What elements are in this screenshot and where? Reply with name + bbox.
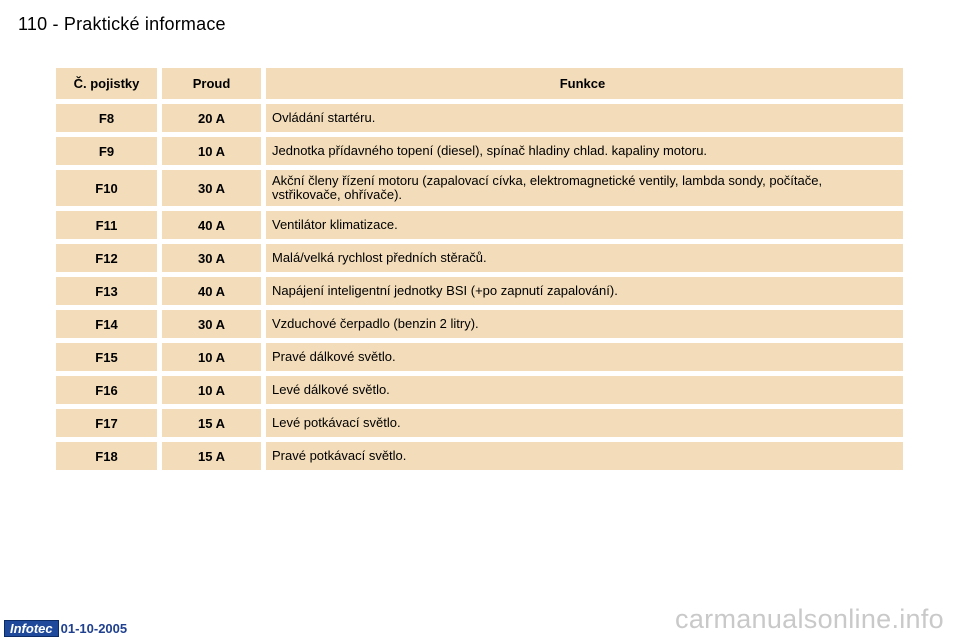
table-header-row: Č. pojistky Proud Funkce — [56, 68, 903, 99]
fuse-function: Akční členy řízení motoru (zapalovací cí… — [266, 170, 903, 206]
fuse-current: 30 A — [162, 310, 266, 338]
table-row: F18 15 A Pravé potkávací světlo. — [56, 442, 903, 470]
fuse-current: 30 A — [162, 170, 266, 206]
fuse-number: F11 — [56, 211, 162, 239]
table-row: F12 30 A Malá/velká rychlost předních st… — [56, 244, 903, 272]
fuse-function: Napájení inteligentní jednotky BSI (+po … — [266, 277, 903, 305]
fuse-number: F9 — [56, 137, 162, 165]
table-row: F10 30 A Akční členy řízení motoru (zapa… — [56, 170, 903, 206]
table-row: F11 40 A Ventilátor klimatizace. — [56, 211, 903, 239]
watermark: carmanualsonline.info — [675, 604, 944, 634]
table-row: F16 10 A Levé dálkové světlo. — [56, 376, 903, 404]
fuse-function: Jednotka přídavného topení (diesel), spí… — [266, 137, 903, 165]
infotec-logo: Infotec — [4, 619, 59, 637]
table-row: F17 15 A Levé potkávací světlo. — [56, 409, 903, 437]
fuse-number: F12 — [56, 244, 162, 272]
fuse-current: 10 A — [162, 376, 266, 404]
footer-date: 01-10-2005 — [60, 620, 128, 636]
header-current: Proud — [162, 68, 266, 99]
fuse-function: Ovládání startéru. — [266, 104, 903, 132]
table-row: F14 30 A Vzduchové čerpadlo (benzin 2 li… — [56, 310, 903, 338]
fuse-table: Č. pojistky Proud Funkce F8 20 A Ovládán… — [56, 63, 903, 475]
fuse-current: 10 A — [162, 137, 266, 165]
fuse-function: Ventilátor klimatizace. — [266, 211, 903, 239]
fuse-number: F13 — [56, 277, 162, 305]
table-row: F15 10 A Pravé dálkové světlo. — [56, 343, 903, 371]
fuse-function: Levé potkávací světlo. — [266, 409, 903, 437]
table-row: F8 20 A Ovládání startéru. — [56, 104, 903, 132]
fuse-number: F18 — [56, 442, 162, 470]
fuse-function: Malá/velká rychlost předních stěračů. — [266, 244, 903, 272]
fuse-number: F10 — [56, 170, 162, 206]
table-row: F13 40 A Napájení inteligentní jednotky … — [56, 277, 903, 305]
header-fuse-no: Č. pojistky — [56, 68, 162, 99]
fuse-current: 40 A — [162, 211, 266, 239]
fuse-number: F8 — [56, 104, 162, 132]
fuse-number: F17 — [56, 409, 162, 437]
table-row: F9 10 A Jednotka přídavného topení (dies… — [56, 137, 903, 165]
fuse-function: Pravé potkávací světlo. — [266, 442, 903, 470]
fuse-current: 40 A — [162, 277, 266, 305]
fuse-function: Levé dálkové světlo. — [266, 376, 903, 404]
fuse-number: F16 — [56, 376, 162, 404]
fuse-function: Pravé dálkové světlo. — [266, 343, 903, 371]
footer: Infotec 01-10-2005 — [4, 619, 128, 637]
header-function: Funkce — [266, 68, 903, 99]
page-title: 110 - Praktické informace — [18, 14, 226, 34]
fuse-current: 15 A — [162, 409, 266, 437]
fuse-current: 30 A — [162, 244, 266, 272]
fuse-current: 10 A — [162, 343, 266, 371]
fuse-current: 15 A — [162, 442, 266, 470]
fuse-number: F15 — [56, 343, 162, 371]
fuse-current: 20 A — [162, 104, 266, 132]
fuse-number: F14 — [56, 310, 162, 338]
fuse-function: Vzduchové čerpadlo (benzin 2 litry). — [266, 310, 903, 338]
